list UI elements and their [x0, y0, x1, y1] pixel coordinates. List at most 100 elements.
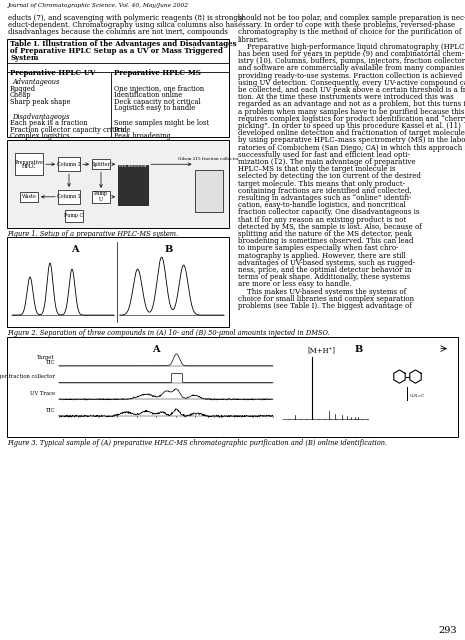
Text: B: B — [165, 245, 173, 254]
Bar — [194, 170, 222, 212]
Text: problems (see Table I). The biggest advantage of: problems (see Table I). The biggest adva… — [238, 302, 412, 310]
Text: libraries.: libraries. — [238, 36, 270, 44]
Bar — [7, 38, 228, 136]
Bar — [58, 157, 80, 172]
Text: developed online detection and fractionation of target molecules: developed online detection and fractiona… — [238, 129, 465, 137]
Bar — [92, 159, 110, 169]
Text: educt-dependent. Chromatography using silica columns also has: educt-dependent. Chromatography using si… — [8, 21, 238, 29]
Text: One injection, one fraction: One injection, one fraction — [114, 84, 204, 93]
Text: Logistics easy to handle: Logistics easy to handle — [114, 104, 195, 112]
Text: matography is applied. However, there are still: matography is applied. However, there ar… — [238, 252, 405, 260]
Text: a problem when many samples have to be purified because this: a problem when many samples have to be p… — [238, 108, 464, 116]
Text: Column 1: Column 1 — [57, 195, 81, 199]
Bar — [7, 337, 458, 436]
Text: Complex logistics: Complex logistics — [10, 132, 69, 140]
Text: has been used for years in peptide (9) and combinatorial chem-: has been used for years in peptide (9) a… — [238, 50, 464, 58]
Text: fraction collector capacity. One disadvantageous is: fraction collector capacity. One disadva… — [238, 209, 419, 216]
Text: 293: 293 — [438, 626, 457, 635]
Text: [M+H⁺]: [M+H⁺] — [308, 347, 336, 355]
Text: resulting in advantages such as “online” identifi-: resulting in advantages such as “online”… — [238, 194, 411, 202]
Bar — [58, 190, 80, 204]
Text: Each peak is a fraction: Each peak is a fraction — [10, 119, 87, 127]
Text: Trigger fraction collector: Trigger fraction collector — [0, 374, 55, 380]
Text: successfully used for fast and efficient lead opti-: successfully used for fast and efficient… — [238, 151, 409, 159]
Text: and software are commercially available from many companies: and software are commercially available … — [238, 65, 464, 72]
Text: TIC: TIC — [46, 408, 55, 413]
Text: A: A — [71, 245, 79, 254]
Text: Figure 2. Separation of three compounds in (A) 10- and (B) 50-μmol amounts injec: Figure 2. Separation of three compounds … — [7, 329, 330, 337]
Text: Target
TIC: Target TIC — [37, 355, 55, 365]
Text: that if for any reason an existing product is not: that if for any reason an existing produ… — [238, 216, 405, 223]
Text: providing ready-to-use systems. Fraction collection is achieved: providing ready-to-use systems. Fraction… — [238, 72, 462, 79]
Text: O₂N=C: O₂N=C — [410, 394, 425, 397]
Text: Figure 3. Typical sample of (A) preparative HPLC-MS chromatographic purification: Figure 3. Typical sample of (A) preparat… — [7, 438, 387, 447]
Text: using UV detection. Consequently, every UV-active compound can: using UV detection. Consequently, every … — [238, 79, 465, 87]
Text: UV Trace: UV Trace — [30, 391, 55, 396]
Text: Cheap: Cheap — [10, 91, 32, 99]
Bar — [7, 140, 228, 228]
Text: Pump
U: Pump U — [94, 191, 108, 202]
Text: choice for small libraries and complex separation: choice for small libraries and complex s… — [238, 295, 414, 303]
Text: mization (12). The main advantage of preparative: mization (12). The main advantage of pre… — [238, 158, 415, 166]
Text: B: B — [355, 344, 363, 354]
Text: Identification online: Identification online — [114, 91, 182, 99]
Text: should not be too polar, and complex sample preparation is nec-: should not be too polar, and complex sam… — [238, 14, 465, 22]
Text: essary. In order to cope with these problems, reversed-phase: essary. In order to cope with these prob… — [238, 21, 455, 29]
Text: Some samples might be lost: Some samples might be lost — [114, 119, 209, 127]
Text: Price: Price — [114, 125, 132, 134]
Text: Column 2: Column 2 — [57, 162, 81, 167]
Text: Preparative: Preparative — [14, 160, 43, 164]
Text: terms of peak shape. Additionally, these systems: terms of peak shape. Additionally, these… — [238, 273, 410, 281]
Text: detected by MS, the sample is lost. Also, because of: detected by MS, the sample is lost. Also… — [238, 223, 421, 231]
Text: ness, price, and the optimal detector behavior in: ness, price, and the optimal detector be… — [238, 266, 411, 274]
Text: Preparative high-performance liquid chromatography (HPLC): Preparative high-performance liquid chro… — [238, 43, 465, 51]
Text: tion. At the time these instruments were introduced this was: tion. At the time these instruments were… — [238, 93, 453, 101]
Text: HPLC–MS is that only the target molecule is: HPLC–MS is that only the target molecule… — [238, 165, 395, 173]
Text: Sharp peak shape: Sharp peak shape — [10, 98, 71, 106]
Bar — [20, 192, 38, 202]
Text: broadening is sometimes observed. This can lead: broadening is sometimes observed. This c… — [238, 237, 413, 245]
Bar — [7, 237, 228, 327]
Text: selected by detecting the ion current of the desired: selected by detecting the ion current of… — [238, 172, 420, 180]
Text: Journal of Chromatographic Science, Vol. 40, May/June 2002: Journal of Chromatographic Science, Vol.… — [8, 3, 189, 8]
Text: regarded as an advantage and not as a problem, but this turns into: regarded as an advantage and not as a pr… — [238, 100, 465, 108]
Text: Splitter: Splitter — [92, 162, 111, 167]
Text: chromatography is the method of choice for the purification of: chromatography is the method of choice f… — [238, 28, 461, 36]
Text: splitting and the nature of the MS detector, peak: splitting and the nature of the MS detec… — [238, 230, 412, 238]
Bar — [15, 153, 43, 175]
Text: Table I. Illustration of the Advantages and Disadvantages: Table I. Illustration of the Advantages … — [10, 40, 237, 47]
Text: Preparative HPLC-UV: Preparative HPLC-UV — [10, 69, 95, 77]
Text: Deck capacity not critical: Deck capacity not critical — [114, 98, 201, 106]
Bar — [92, 191, 110, 203]
Text: ratories of Combichem (San Diego, CA) in which this approach is: ratories of Combichem (San Diego, CA) in… — [238, 143, 465, 152]
Text: Disadvantageous: Disadvantageous — [12, 113, 69, 120]
Text: System: System — [10, 54, 39, 61]
Text: disadvantages because the columns are not inert, compounds: disadvantages because the columns are no… — [8, 28, 228, 36]
Bar — [65, 210, 83, 221]
Text: educts (7), and scavenging with polymeric reagents (8) is strongly: educts (7), and scavenging with polymeri… — [8, 14, 244, 22]
Text: advantages of UV-based systems, such as rugged-: advantages of UV-based systems, such as … — [238, 259, 414, 267]
Text: by using preparative HPLC–mass spectrometry (MS) in the labo-: by using preparative HPLC–mass spectrome… — [238, 136, 465, 145]
Text: picking”. In order to speed up this procedure Kassel et al. (11): picking”. In order to speed up this proc… — [238, 122, 460, 130]
Text: Pump C: Pump C — [65, 213, 84, 218]
Text: to impure samples especially when fast chro-: to impure samples especially when fast c… — [238, 244, 398, 252]
Text: A: A — [152, 344, 159, 354]
Text: of Preparative HPLC Setup as a UV or Mass Triggered: of Preparative HPLC Setup as a UV or Mas… — [10, 47, 223, 54]
Text: cation, easy-to-handle logistics, and noncritical: cation, easy-to-handle logistics, and no… — [238, 201, 405, 209]
Text: Rugged: Rugged — [10, 84, 36, 93]
Text: requires complex logistics for product identification and “cherry: requires complex logistics for product i… — [238, 115, 465, 123]
Text: are more or less easy to handle.: are more or less easy to handle. — [238, 280, 351, 289]
Text: MS detector: MS detector — [119, 164, 147, 168]
Bar — [118, 165, 148, 205]
Text: Preparative HPLC-MS: Preparative HPLC-MS — [114, 69, 201, 77]
Text: Advantageous: Advantageous — [12, 78, 60, 86]
Text: Peak broadening: Peak broadening — [114, 132, 171, 140]
Text: target molecule. This means that only product-: target molecule. This means that only pr… — [238, 180, 405, 188]
Text: This makes UV-based systems the systems of: This makes UV-based systems the systems … — [238, 287, 406, 296]
Text: containing fractions are identified and collected,: containing fractions are identified and … — [238, 187, 411, 195]
Text: Fraction collector capacity critical: Fraction collector capacity critical — [10, 125, 127, 134]
Text: HPLC: HPLC — [22, 164, 36, 169]
Text: Gilson 215 fraction collector: Gilson 215 fraction collector — [178, 157, 239, 161]
Text: Figure 1. Setup of a preparative HPLC-MS system.: Figure 1. Setup of a preparative HPLC-MS… — [7, 230, 178, 237]
Text: Waste: Waste — [21, 195, 36, 199]
